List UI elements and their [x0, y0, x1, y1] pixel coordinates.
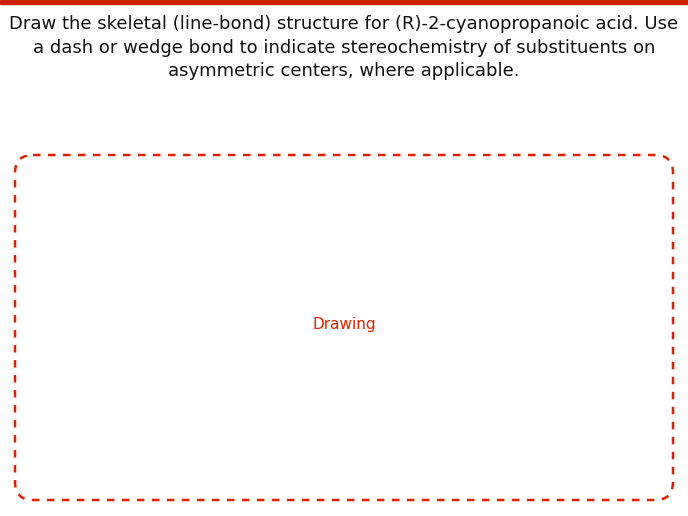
Bar	[0, 0, 688, 4]
Text: Draw the skeletal (line-bond) structure for (R)-2-cyanopropanoic acid. Use
a das: Draw the skeletal (line-bond) structure …	[10, 15, 678, 80]
Text: Drawing: Drawing	[312, 317, 376, 332]
